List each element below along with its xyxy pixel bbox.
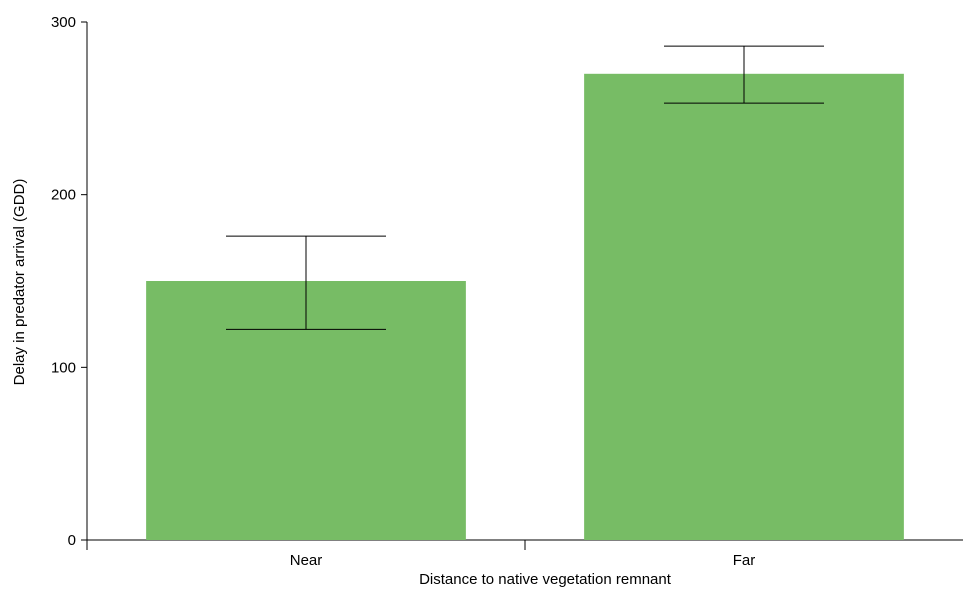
bar-far: [584, 73, 904, 541]
x-tick-label-near: Near: [290, 552, 323, 569]
error-bars-group: [226, 45, 824, 330]
y-axis-title: Delay in predator arrival (GDD): [11, 179, 28, 386]
x-axis-title: Distance to native vegetation remnant: [419, 571, 672, 588]
y-tick-label: 300: [51, 14, 76, 31]
y-tick-label: 100: [51, 359, 76, 376]
x-tick-label-far: Far: [733, 552, 756, 569]
y-tick-label: 0: [68, 532, 76, 549]
bars-group: [146, 73, 904, 541]
y-tick-label: 200: [51, 187, 76, 204]
